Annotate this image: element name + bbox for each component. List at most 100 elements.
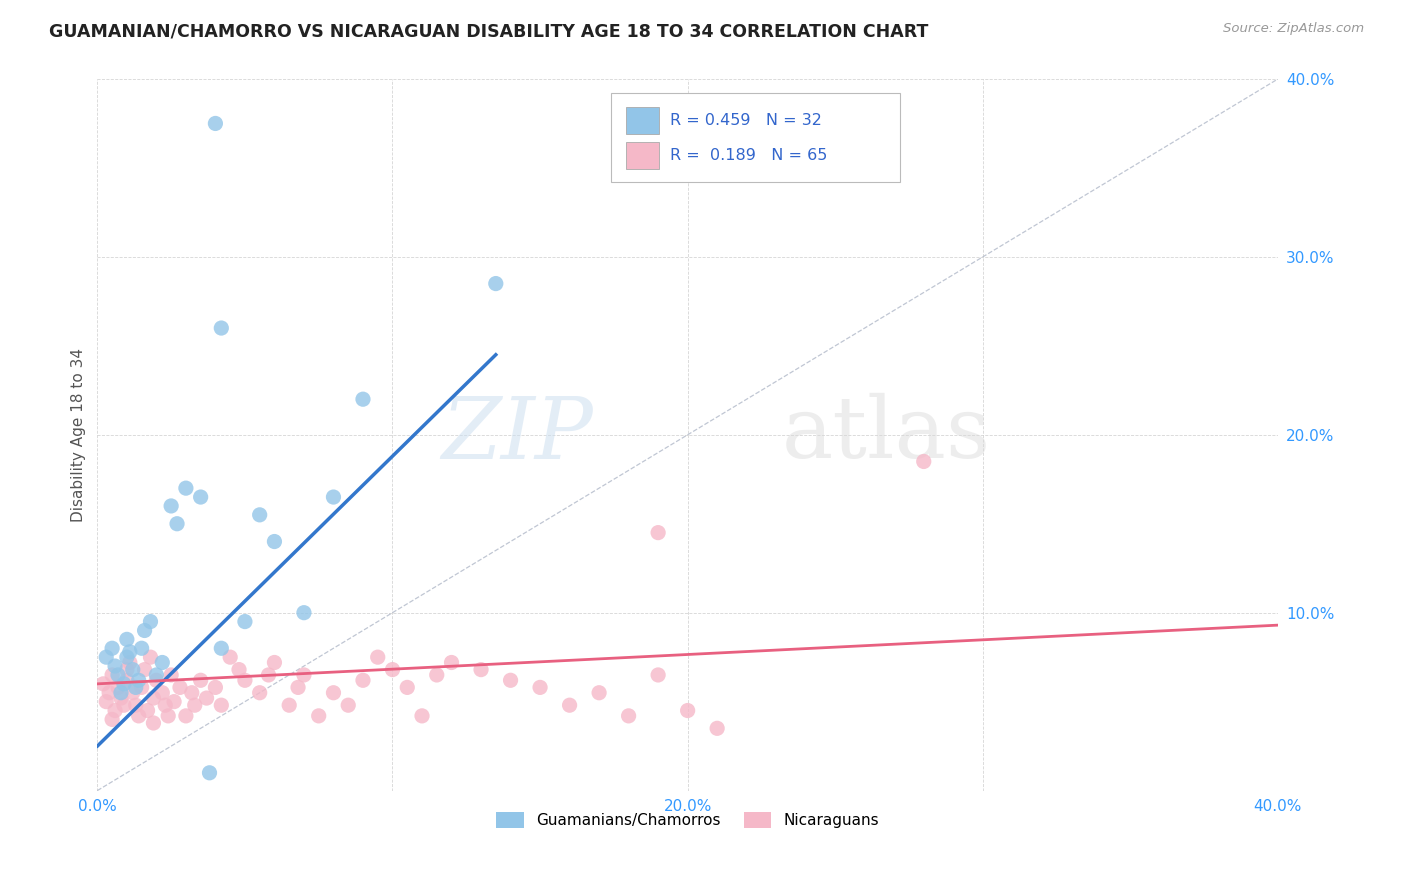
- Point: [278, 698, 301, 713]
- Point: [411, 709, 433, 723]
- Point: [337, 698, 360, 713]
- Point: [110, 686, 132, 700]
- Point: [139, 615, 162, 629]
- Point: [396, 681, 419, 695]
- Point: [121, 663, 143, 677]
- Point: [128, 709, 150, 723]
- Point: [190, 673, 212, 688]
- Point: [322, 490, 344, 504]
- Point: [96, 650, 118, 665]
- Point: [98, 686, 121, 700]
- Y-axis label: Disability Age 18 to 34: Disability Age 18 to 34: [72, 348, 86, 522]
- Point: [440, 656, 463, 670]
- Point: [136, 704, 159, 718]
- Point: [150, 656, 173, 670]
- Point: [912, 454, 935, 468]
- Text: atlas: atlas: [782, 393, 991, 476]
- Point: [125, 681, 148, 695]
- Point: [426, 668, 449, 682]
- Point: [470, 663, 492, 677]
- Point: [617, 709, 640, 723]
- Point: [101, 713, 124, 727]
- Point: [142, 716, 165, 731]
- Point: [169, 681, 191, 695]
- Point: [139, 650, 162, 665]
- Point: [160, 668, 183, 682]
- Point: [150, 686, 173, 700]
- Bar: [626, 143, 659, 169]
- Point: [292, 668, 315, 682]
- Point: [125, 698, 148, 713]
- Point: [163, 695, 186, 709]
- Point: [128, 673, 150, 688]
- Point: [647, 668, 669, 682]
- Point: [184, 698, 207, 713]
- Point: [157, 709, 180, 723]
- Point: [131, 641, 153, 656]
- Point: [204, 681, 226, 695]
- Point: [676, 704, 699, 718]
- Point: [101, 668, 124, 682]
- Point: [292, 606, 315, 620]
- Point: [91, 677, 114, 691]
- Point: [233, 673, 256, 688]
- Point: [558, 698, 581, 713]
- Point: [263, 656, 285, 670]
- Text: Source: ZipAtlas.com: Source: ZipAtlas.com: [1223, 22, 1364, 36]
- Legend: Guamanians/Chamorros, Nicaraguans: Guamanians/Chamorros, Nicaraguans: [491, 806, 884, 834]
- FancyBboxPatch shape: [610, 93, 900, 182]
- Point: [647, 525, 669, 540]
- Point: [101, 641, 124, 656]
- Point: [529, 681, 551, 695]
- Point: [115, 632, 138, 647]
- Point: [209, 321, 232, 335]
- Point: [249, 508, 271, 522]
- Point: [198, 765, 221, 780]
- Point: [233, 615, 256, 629]
- Point: [134, 624, 156, 638]
- Point: [257, 668, 280, 682]
- Point: [228, 663, 250, 677]
- Text: R = 0.459   N = 32: R = 0.459 N = 32: [669, 112, 821, 128]
- Point: [112, 698, 135, 713]
- Point: [209, 698, 232, 713]
- Point: [322, 686, 344, 700]
- Point: [287, 681, 309, 695]
- Point: [219, 650, 242, 665]
- Point: [110, 691, 132, 706]
- Point: [107, 668, 129, 682]
- Point: [115, 663, 138, 677]
- Point: [121, 686, 143, 700]
- Point: [367, 650, 389, 665]
- Bar: [626, 107, 659, 134]
- Point: [115, 673, 138, 688]
- Text: GUAMANIAN/CHAMORRO VS NICARAGUAN DISABILITY AGE 18 TO 34 CORRELATION CHART: GUAMANIAN/CHAMORRO VS NICARAGUAN DISABIL…: [49, 22, 928, 40]
- Point: [107, 681, 129, 695]
- Point: [174, 709, 197, 723]
- Text: R =  0.189   N = 65: R = 0.189 N = 65: [669, 148, 827, 163]
- Point: [142, 691, 165, 706]
- Point: [499, 673, 522, 688]
- Point: [706, 722, 728, 736]
- Point: [190, 490, 212, 504]
- Point: [134, 663, 156, 677]
- Point: [118, 656, 141, 670]
- Point: [118, 645, 141, 659]
- Point: [112, 677, 135, 691]
- Point: [115, 650, 138, 665]
- Point: [485, 277, 508, 291]
- Point: [104, 704, 127, 718]
- Point: [381, 663, 404, 677]
- Point: [195, 691, 218, 706]
- Point: [96, 695, 118, 709]
- Point: [145, 673, 167, 688]
- Point: [160, 499, 183, 513]
- Point: [263, 534, 285, 549]
- Point: [308, 709, 330, 723]
- Point: [352, 392, 374, 407]
- Point: [588, 686, 610, 700]
- Point: [131, 681, 153, 695]
- Point: [104, 659, 127, 673]
- Point: [209, 641, 232, 656]
- Point: [180, 686, 202, 700]
